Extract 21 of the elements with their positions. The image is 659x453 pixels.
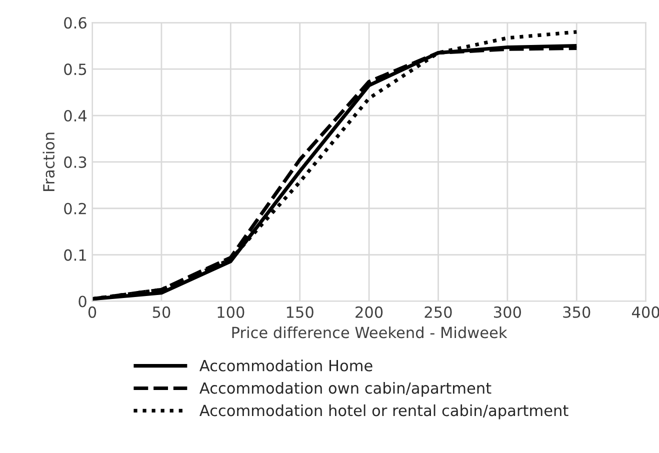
x-tick-label: 50 — [152, 306, 170, 318]
y-tick-label: 0.5 — [64, 64, 86, 76]
y-tick-label: 0.3 — [64, 156, 86, 168]
y-tick-label: 0.6 — [64, 17, 86, 29]
legend-label: Accommodation Home — [200, 360, 372, 372]
y-tick-label: 0.4 — [64, 110, 87, 122]
x-tick-label: 0 — [88, 306, 96, 318]
x-axis-title: Price difference Weekend - Midweek — [232, 326, 508, 338]
x-tick-label: 200 — [356, 306, 383, 318]
x-tick-label: 400 — [632, 306, 659, 318]
y-tick-label: 0.1 — [64, 249, 86, 261]
x-tick-label: 300 — [494, 306, 521, 318]
y-tick-label: 0 — [78, 296, 86, 308]
y-tick-label: 0.2 — [64, 202, 86, 214]
x-tick-label: 350 — [563, 306, 590, 318]
y-axis-title: Fraction — [42, 132, 55, 191]
x-tick-label: 250 — [424, 306, 452, 318]
x-tick-label: 100 — [218, 306, 244, 318]
legend-label: Accommodation hotel or rental cabin/apartment — [200, 404, 568, 420]
x-tick-label: 150 — [286, 306, 314, 318]
legend-label: Accommodation own cabin/apartment — [200, 382, 492, 397]
